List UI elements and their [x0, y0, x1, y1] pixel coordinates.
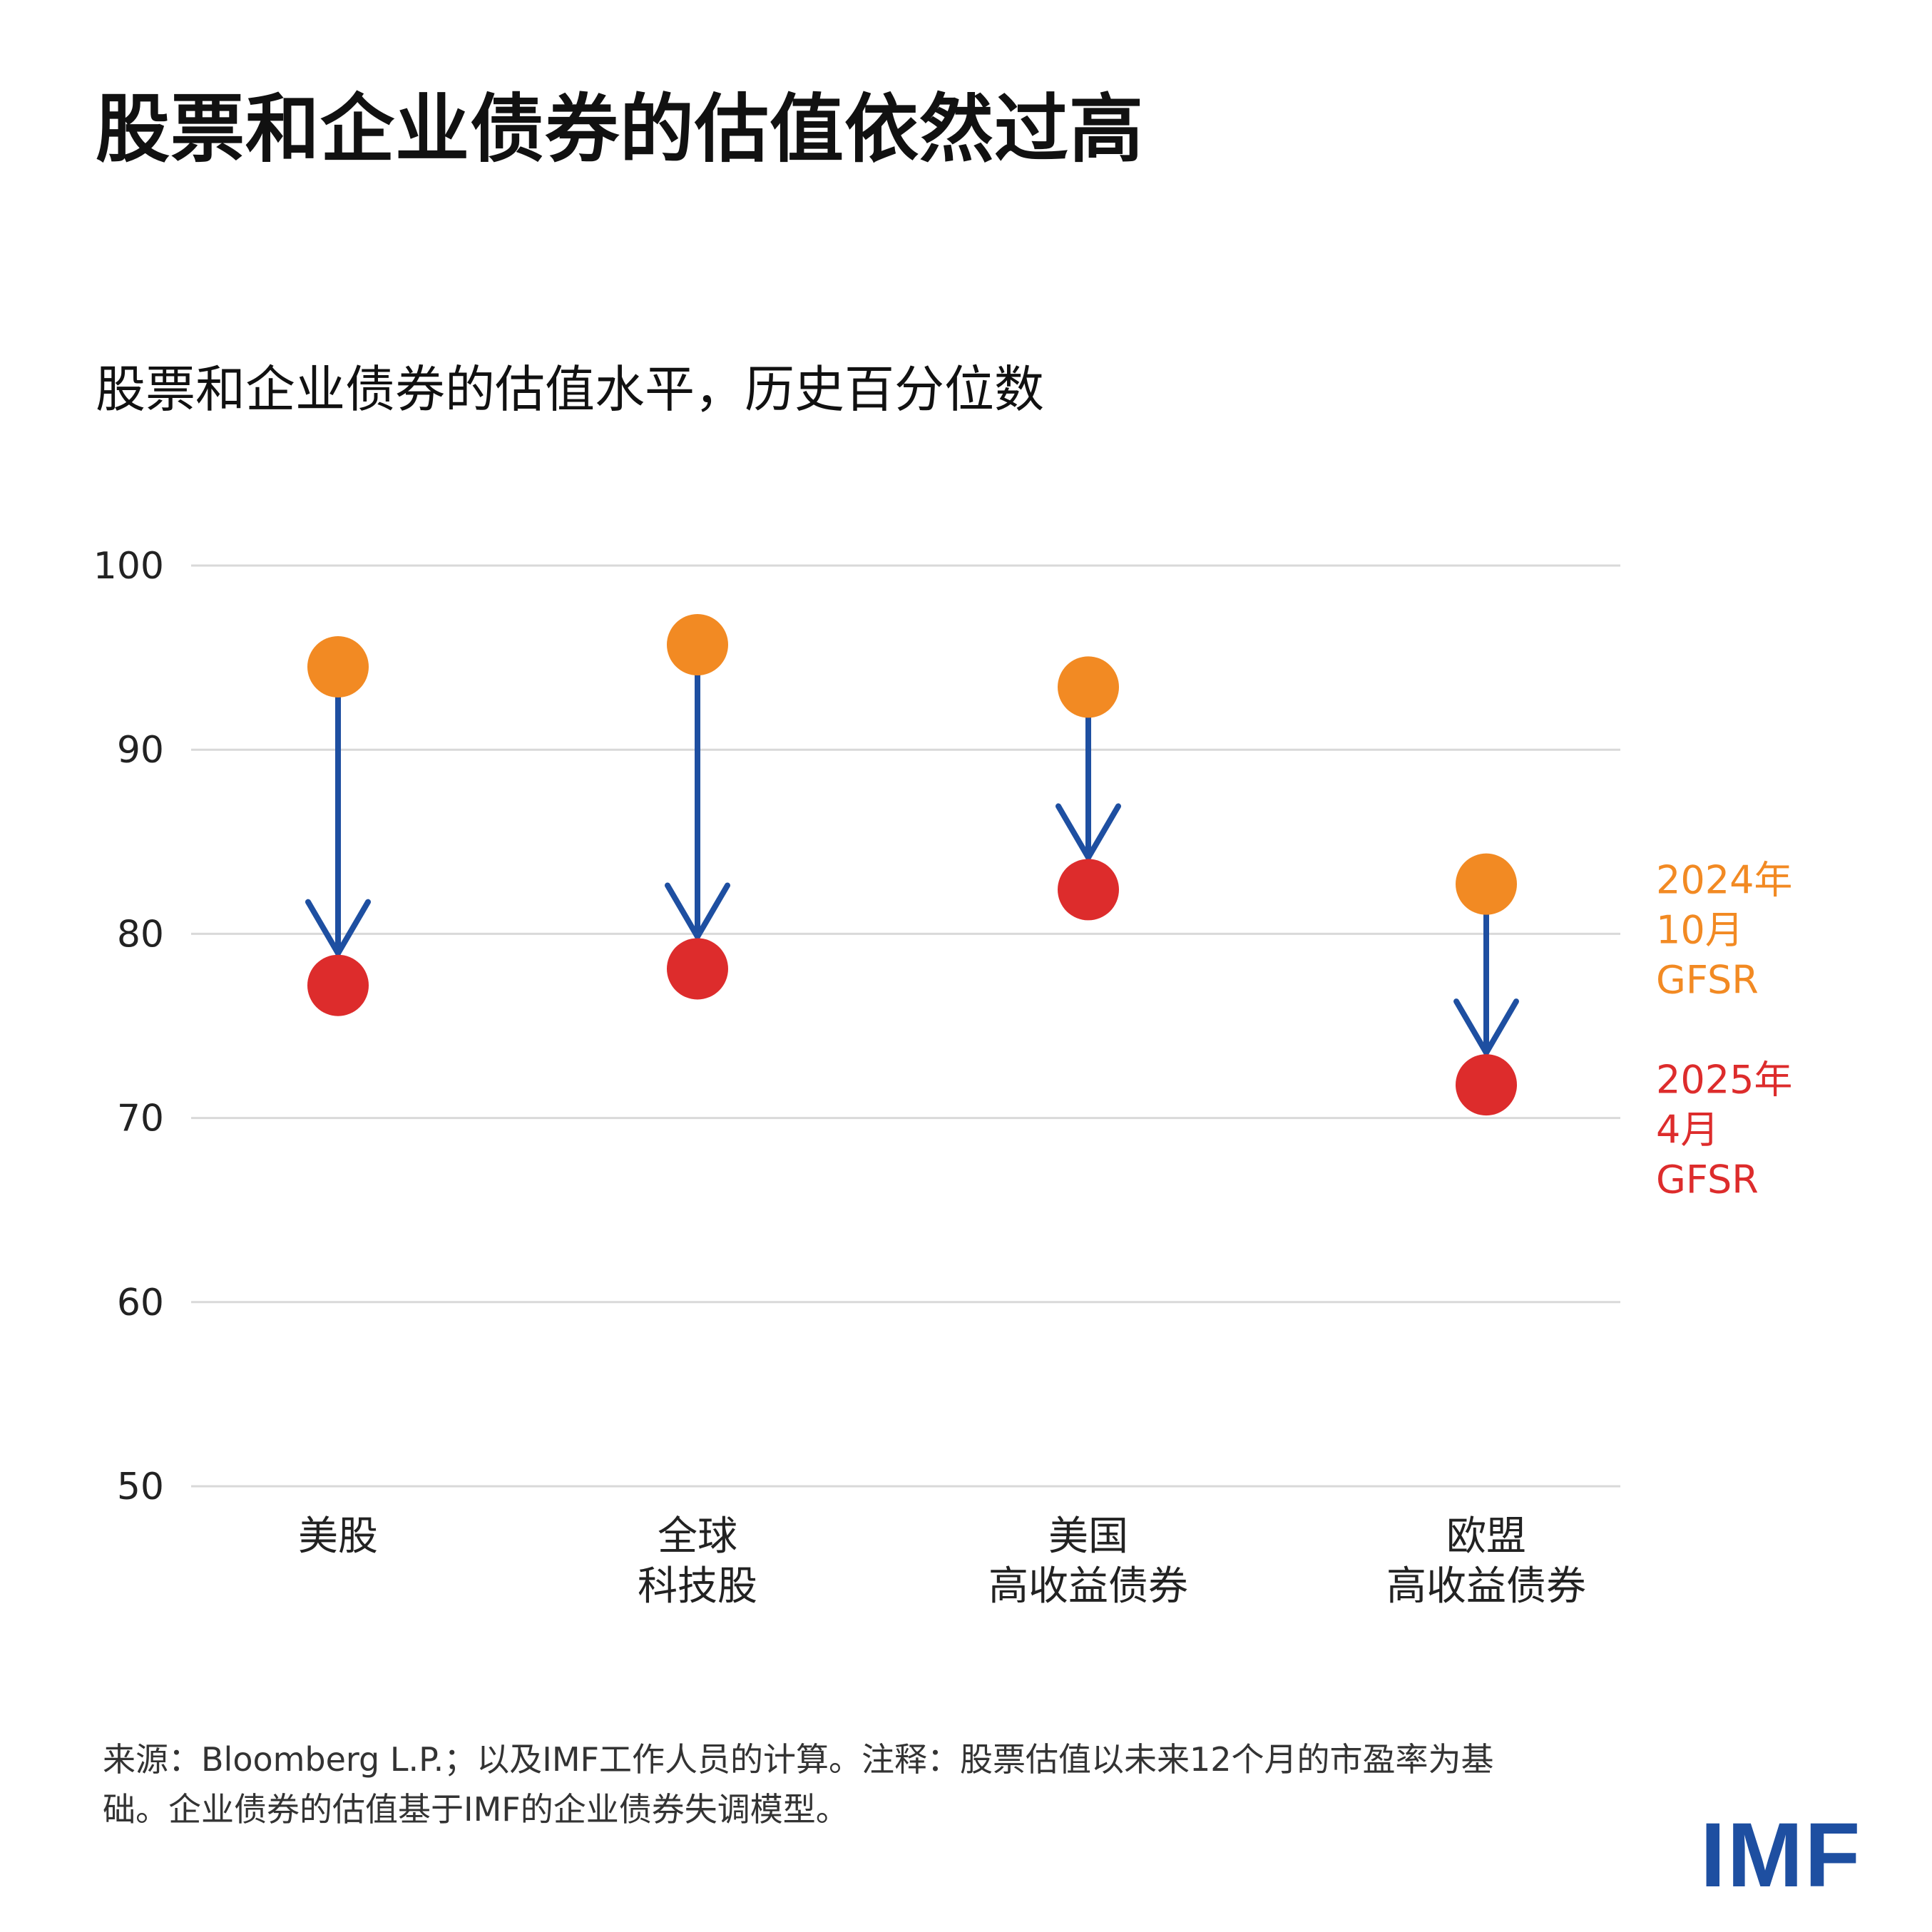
- point-series0-3: [1456, 853, 1517, 915]
- arrow-head-0: [305, 899, 371, 959]
- legend-label-0-1: 10月: [1656, 908, 1744, 953]
- y-tick-label-80: 80: [117, 913, 164, 956]
- category-label-0-0: 美股: [298, 1513, 378, 1560]
- legend-label-1-0: 2025年: [1656, 1058, 1792, 1103]
- category-label-3-0: 欧盟: [1446, 1513, 1526, 1560]
- imf-logo: IMF: [1700, 1804, 1862, 1906]
- category-label-1-1: 科技股: [638, 1563, 757, 1610]
- category-label-2-1: 高收益债券: [988, 1563, 1188, 1610]
- point-series0-2: [1058, 656, 1119, 718]
- point-series1-0: [307, 954, 369, 1016]
- legend-label-0-0: 2024年: [1656, 858, 1792, 903]
- category-label-2-0: 美国: [1048, 1513, 1128, 1560]
- chart-subtitle: 股票和企业债券的估值水平，历史百分位数: [96, 360, 1044, 419]
- arrow-head-3: [1453, 998, 1519, 1059]
- y-tick-label-50: 50: [117, 1466, 164, 1508]
- source-note-line-1: 来源：Bloomberg L.P.；以及IMF工作人员的计算。注释：股票估值以未…: [103, 1740, 1494, 1779]
- y-tick-label-100: 100: [93, 545, 164, 588]
- legend-label-1-2: GFSR: [1656, 1157, 1759, 1202]
- y-tick-label-60: 60: [117, 1282, 164, 1324]
- y-tick-label-90: 90: [117, 729, 164, 772]
- category-label-1-0: 全球: [658, 1513, 737, 1560]
- y-tick-label-70: 70: [117, 1098, 164, 1140]
- source-note: 来源：Bloomberg L.P.；以及IMF工作人员的计算。注释：股票估值以未…: [103, 1734, 1672, 1834]
- point-series1-3: [1456, 1054, 1517, 1116]
- point-series0-1: [667, 614, 728, 676]
- legend-label-1-1: 4月: [1656, 1108, 1719, 1152]
- legend-label-0-2: GFSR: [1656, 958, 1759, 1003]
- category-label-3-1: 高收益债券: [1386, 1563, 1586, 1610]
- arrow-head-2: [1056, 803, 1121, 864]
- point-series0-0: [307, 636, 369, 698]
- point-series1-1: [667, 938, 728, 1000]
- arrow-head-1: [665, 882, 730, 943]
- chart-title: 股票和企业债券的估值依然过高: [96, 86, 1145, 173]
- source-note-line-2: 础。企业债券的估值基于IMF的企业债券失调模型。: [103, 1790, 849, 1829]
- point-series1-2: [1058, 859, 1119, 921]
